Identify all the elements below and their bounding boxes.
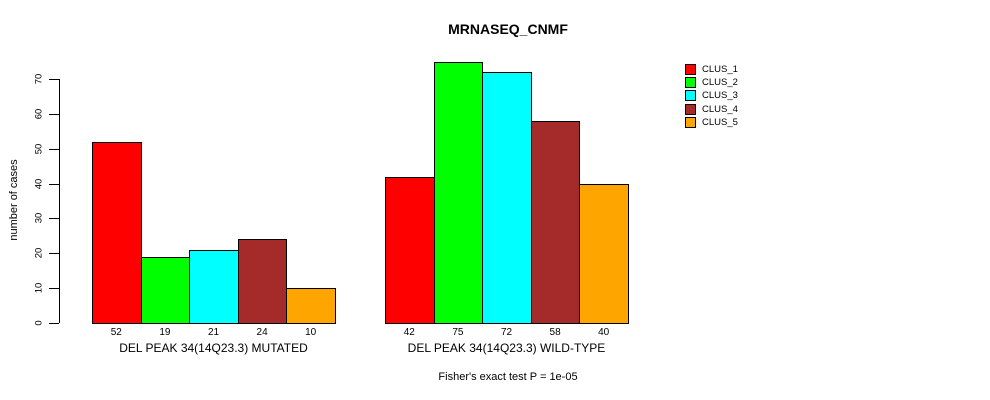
bar-value-label: 40 [598,327,610,338]
bar-value-label: 75 [452,327,464,338]
bar-clus_5-group2 [579,183,629,324]
y-axis-tick-label: 10 [33,282,45,294]
legend: CLUS_1 CLUS_2 CLUS_3 CLUS_4 CLUS_5 [685,63,738,129]
legend-item: CLUS_5 [685,116,738,129]
legend-item: CLUS_3 [685,89,738,102]
legend-swatch-clus_1 [685,64,696,76]
bar-clus_5-group1 [286,288,336,324]
bar-clus_3-group1 [189,249,239,324]
legend-label: CLUS_3 [702,90,738,102]
chart-title: MRNASEQ_CNMF [448,21,568,37]
y-axis-tick [49,148,59,150]
y-axis-tick [49,218,59,220]
legend-swatch-clus_4 [685,103,696,115]
bar-value-label: 58 [549,327,561,338]
legend-item: CLUS_4 [685,103,738,116]
bar-clus_4-group1 [237,239,288,324]
bar-value-label: 19 [159,327,171,338]
y-axis-tick [49,78,59,80]
bar-value-label: 52 [110,327,122,338]
legend-label: CLUS_1 [702,64,738,76]
bar-clus_4-group2 [530,120,581,324]
y-axis-tick [49,113,59,115]
y-axis-tick [49,288,59,290]
y-axis-tick-label: 60 [33,108,45,120]
y-axis-tick-label: 20 [33,247,45,259]
y-axis-tick-label: 40 [33,178,45,189]
y-axis-tick-label: 70 [33,73,45,85]
y-axis-tick-label: 30 [33,213,45,224]
y-axis-tick [49,323,59,324]
bar-clus_1-group1 [92,141,142,324]
y-axis-tick [49,253,59,255]
y-axis-line [59,78,60,323]
legend-label: CLUS_4 [702,103,738,115]
legend-swatch-clus_3 [685,90,696,102]
y-axis-tick-label: 50 [33,143,45,154]
legend-swatch-clus_5 [685,116,696,128]
bar-value-label: 24 [256,327,268,338]
legend-label: CLUS_2 [702,77,738,89]
legend-label: CLUS_5 [702,116,738,128]
legend-swatch-clus_2 [685,77,696,89]
bar-value-label: 10 [305,327,317,338]
group-label: DEL PEAK 34(14Q23.3) MUTATED [119,341,308,355]
group-label: DEL PEAK 34(14Q23.3) WILD-TYPE [407,341,606,355]
bar-value-label: 72 [500,327,513,338]
bar-value-label: 21 [207,327,220,338]
legend-item: CLUS_1 [685,63,738,76]
y-axis-tick-label: 0 [33,320,45,326]
bar-clus_2-group1 [140,256,191,324]
y-axis-label: number of cases [8,159,20,241]
annotation-text: Fisher's exact test P = 1e-05 [438,371,578,383]
bar-clus_2-group2 [433,61,484,324]
y-axis-tick [49,183,59,185]
legend-item: CLUS_2 [685,76,738,89]
bar-clus_3-group2 [482,72,532,324]
bar-clus_1-group2 [385,176,435,324]
bar-value-label: 42 [403,327,415,338]
